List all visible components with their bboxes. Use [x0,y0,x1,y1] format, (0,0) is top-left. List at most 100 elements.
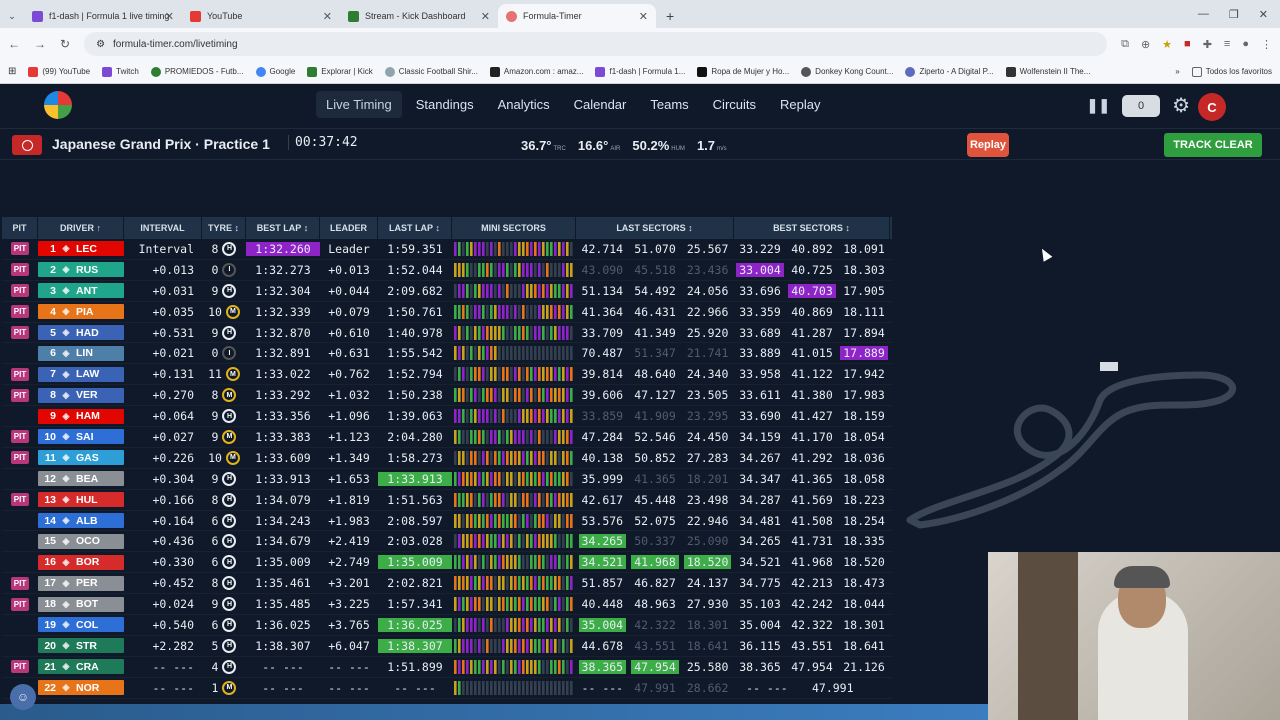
driver-tag[interactable]: 13 ◈ HUL [38,492,124,508]
bookmark-item[interactable]: PROMIEDOS - Futb... [150,66,244,77]
col-last-lap[interactable]: LAST LAP ↕ [378,217,452,239]
driver-tag[interactable]: 7 ◈ LAW [38,366,124,382]
table-row[interactable]: PIT 7 ◈ LAW +0.131 11 M 1:33.022 +0.762 1:52.794 3… [2,364,892,386]
driver-tag[interactable]: 9 ◈ HAM [38,408,124,424]
col-last-sectors[interactable]: LAST SECTORS ↕ [576,217,734,239]
driver-tag[interactable]: 10 ◈ SAI [38,429,124,445]
nav-live-timing[interactable]: Live Timing [316,91,402,118]
bookmark-star-icon[interactable]: ★ [1162,38,1173,51]
table-row[interactable]: 9 ◈ HAM +0.064 9 H 1:33.356 +1.096 1:39.063 33.85… [2,406,892,428]
close-tab-icon[interactable]: ✕ [638,10,648,23]
minimize-icon[interactable]: — [1197,8,1209,20]
driver-tag[interactable]: 1 ◈ LEC [38,241,124,257]
close-window-icon[interactable]: ✕ [1258,8,1268,21]
pause-icon[interactable]: ❚❚ [1086,97,1111,113]
table-row[interactable]: 19 ◈ COL +0.540 6 H 1:36.025 +3.765 1:36.025 35.0… [2,615,892,636]
col-pit[interactable]: PIT [2,217,38,239]
nav-circuits[interactable]: Circuits [712,97,757,112]
tab-search-icon[interactable]: ⌄ [8,10,16,21]
table-row[interactable]: 16 ◈ BOR +0.330 6 H 1:35.009 +2.749 1:35.009 34.5… [2,552,892,574]
driver-tag[interactable]: 3 ◈ ANT [38,283,124,299]
nav-replay[interactable]: Replay [780,97,821,112]
nav-calendar[interactable]: Calendar [573,97,627,112]
driver-tag[interactable]: 16 ◈ BOR [38,554,124,570]
browser-tab-youtube[interactable]: YouTube ✕ [182,4,340,28]
driver-tag[interactable]: 12 ◈ BEA [38,471,124,487]
puzzle-icon[interactable]: ✚ [1202,38,1212,51]
table-row[interactable]: PIT 1 ◈ LEC Interval 8 H 1:32.260 Leader 1:59.351… [2,239,892,260]
apps-icon[interactable]: ⊞ [8,66,17,77]
table-row[interactable]: 22 ◈ NOR -- --- 1 M -- --- -- --- -- --- -- --- 47… [2,678,892,699]
col-interval[interactable]: INTERVAL [124,217,202,239]
profile-icon[interactable]: ● [1242,37,1249,50]
driver-tag[interactable]: 19 ◈ COL [38,617,124,633]
driver-tag[interactable]: 6 ◈ LIN [38,345,124,361]
table-row[interactable]: PIT 5 ◈ HAD +0.531 9 H 1:32.870 +0.610 1:40.978 33… [2,323,892,344]
zoom-icon[interactable]: ⊕ [1140,38,1151,51]
bookmark-item[interactable]: f1-dash | Formula 1... [595,66,685,77]
driver-tag[interactable]: 21 ◈ CRA [38,659,124,675]
bookmark-item[interactable]: Twitch [102,66,139,77]
browser-tab-formula-timer[interactable]: Formula-Timer ✕ [498,4,656,28]
all-bookmarks-folder[interactable]: Todos los favoritos [1191,66,1272,77]
translate-icon[interactable]: ⧉ [1121,37,1129,50]
bookmark-item[interactable]: Ropa de Mujer y Ho... [697,66,789,77]
menu-icon[interactable]: ⋮ [1261,38,1272,51]
col-best-sectors[interactable]: BEST SECTORS ↕ [734,217,890,239]
table-row[interactable]: 14 ◈ ALB +0.164 6 H 1:34.243 +1.983 2:08.597 53.5… [2,511,892,532]
bookmark-item[interactable]: Google [255,66,295,77]
nav-analytics[interactable]: Analytics [497,97,550,112]
nav-teams[interactable]: Teams [650,97,689,112]
forward-icon[interactable]: → [34,37,46,51]
close-tab-icon[interactable]: ✕ [322,10,332,23]
browser-tab-f1dash[interactable]: f1-dash | Formula 1 live timing ✕ [24,4,182,28]
gear-icon[interactable]: ⚙ [1172,95,1190,117]
bookmark-item[interactable]: (99) YouTube [28,66,90,77]
bookmark-item[interactable]: Wolfenstein II The... [1005,66,1090,77]
bookmark-item[interactable]: Amazon.com : amaz... [489,66,583,77]
col-tyre[interactable]: TYRE ↕ [202,217,246,239]
restore-icon[interactable]: ❐ [1228,8,1239,21]
driver-tag[interactable]: 2 ◈ RUS [38,262,124,278]
col-best-lap[interactable]: BEST LAP ↕ [246,217,320,239]
chat-bubble-icon[interactable]: ☺ [10,684,36,710]
back-icon[interactable]: ← [8,37,20,51]
table-row[interactable]: PIT 3 ◈ ANT +0.031 9 H 1:32.304 +0.044 2:09.682 51… [2,281,892,302]
pdf-extension-icon[interactable]: ■ [1184,37,1191,50]
driver-tag[interactable]: 4 ◈ PIA [38,304,124,320]
delay-counter[interactable]: 0 [1122,94,1161,117]
col-leader[interactable]: LEADER [320,217,378,239]
browser-tab-kick[interactable]: Stream - Kick Dashboard ✕ [340,4,498,28]
bookmark-item[interactable]: Ziperto - A Digital P... [905,66,994,77]
driver-tag[interactable]: 17 ◈ PER [38,575,124,591]
nav-standings[interactable]: Standings [415,97,474,112]
table-row[interactable]: 6 ◈ LIN +0.021 0 I 1:32.891 +0.631 1:55.542 70.48… [2,343,892,365]
app-logo[interactable] [44,91,72,119]
table-row[interactable]: PIT 2 ◈ RUS +0.013 0 I 1:32.273 +0.013 1:52.044 43… [2,260,892,281]
avatar[interactable]: C [1198,93,1226,121]
bookmark-item[interactable]: Explorar | Kick [307,66,373,77]
bookmark-item[interactable]: Classic Football Shir... [384,66,478,77]
table-row[interactable]: PIT 17 ◈ PER +0.452 8 H 1:35.461 +3.201 2:02.821 5… [2,573,892,595]
driver-tag[interactable]: 14 ◈ ALB [38,513,124,529]
table-row[interactable]: 20 ◈ STR +2.282 5 H 1:38.307 +6.047 1:38.307 44.6… [2,636,892,657]
table-row[interactable]: PIT 18 ◈ BOT +0.024 9 H 1:35.485 +3.225 1:57.341 4… [2,594,892,616]
col-mini-sectors[interactable]: MINI SECTORS [452,217,576,239]
driver-tag[interactable]: 20 ◈ STR [38,638,124,654]
table-row[interactable]: PIT 8 ◈ VER +0.270 8 M 1:33.292 +1.032 1:50.238 39… [2,385,892,407]
table-row[interactable]: PIT 4 ◈ PIA +0.035 10 M 1:32.339 +0.079 1:50.761 4… [2,302,892,323]
site-info-icon[interactable]: ⚙ [96,38,106,50]
bookmark-item[interactable]: Donkey Kong Count... [801,66,893,77]
new-tab-icon[interactable]: + [666,8,675,24]
driver-tag[interactable]: 18 ◈ BOT [38,596,124,612]
table-row[interactable]: 12 ◈ BEA +0.304 9 H 1:33.913 +1.653 1:33.913 35.9… [2,469,892,490]
table-row[interactable]: PIT 13 ◈ HUL +0.166 8 H 1:34.079 +1.819 1:51.563 4… [2,490,892,511]
url-bar[interactable]: ⚙ formula-timer.com/livetiming [84,32,1108,56]
driver-tag[interactable]: 15 ◈ OCO [38,533,124,549]
col-driver[interactable]: DRIVER ↑ [38,217,124,239]
reload-icon[interactable]: ↻ [60,37,71,51]
table-row[interactable]: PIT 21 ◈ CRA -- --- 4 H -- --- -- --- 1:51.899 38.… [2,657,892,678]
table-row[interactable]: 15 ◈ OCO +0.436 6 H 1:34.679 +2.419 2:03.028 34.2… [2,531,892,553]
close-tab-icon[interactable]: ✕ [164,10,174,23]
driver-tag[interactable]: 22 ◈ NOR [38,680,124,696]
